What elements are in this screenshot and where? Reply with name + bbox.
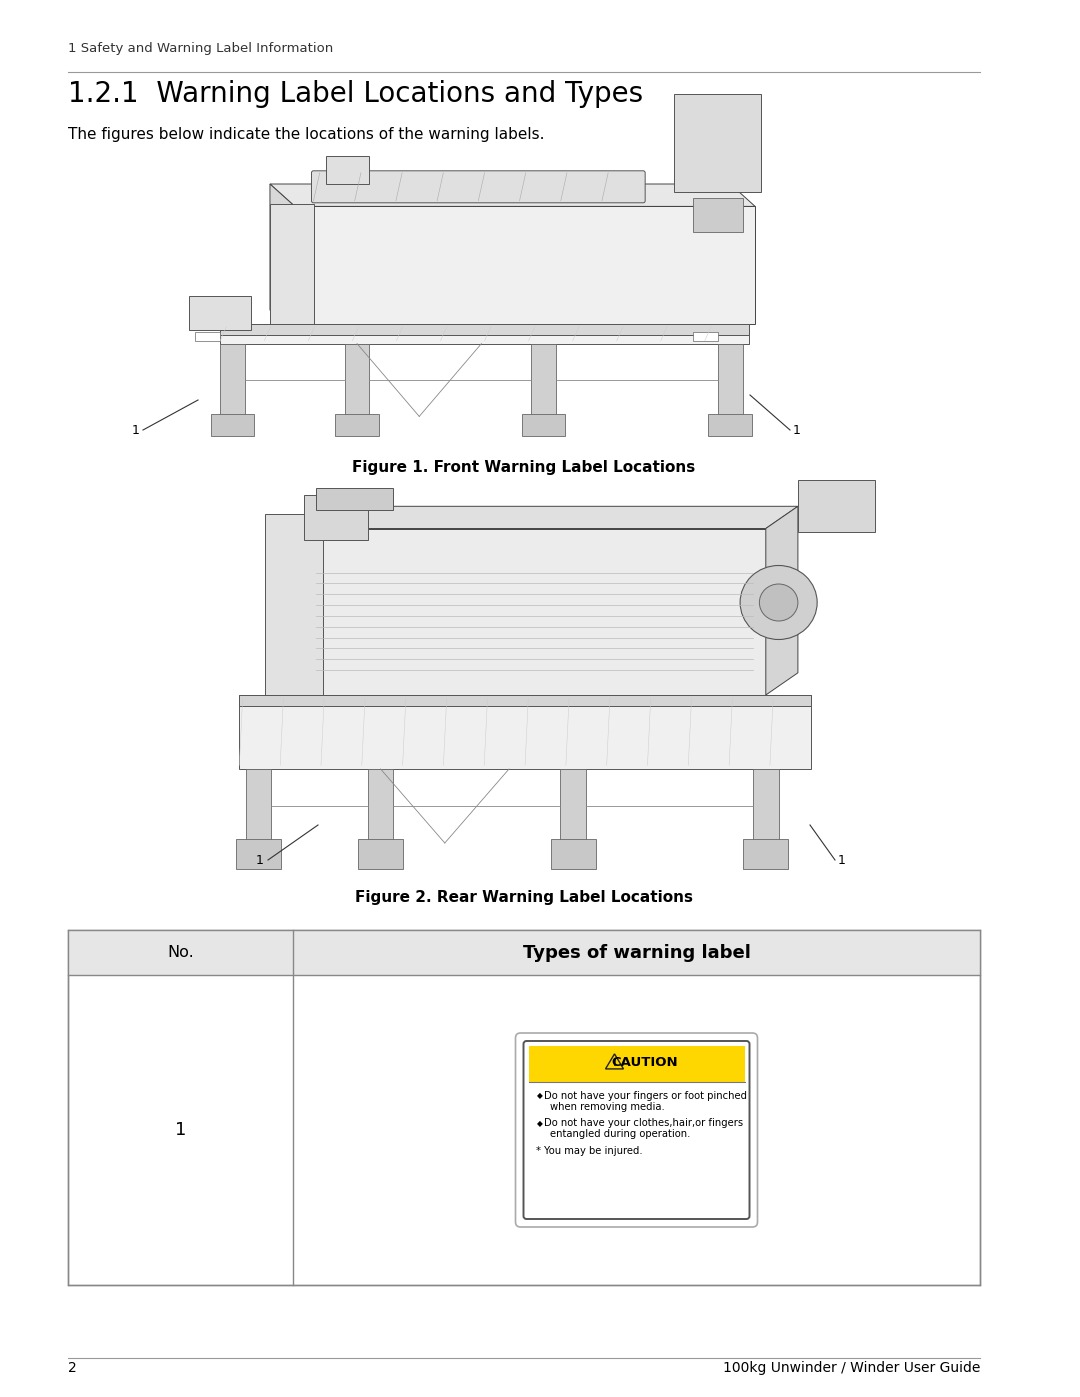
FancyBboxPatch shape (246, 768, 271, 842)
FancyBboxPatch shape (270, 204, 313, 338)
FancyBboxPatch shape (693, 198, 743, 232)
FancyBboxPatch shape (528, 1046, 744, 1081)
Ellipse shape (740, 566, 818, 640)
Text: 1.2.1  Warning Label Locations and Types: 1.2.1 Warning Label Locations and Types (68, 80, 643, 108)
Text: 1: 1 (838, 854, 846, 868)
Polygon shape (606, 1053, 623, 1069)
FancyBboxPatch shape (220, 324, 748, 344)
Text: when removing media.: when removing media. (551, 1102, 665, 1112)
FancyBboxPatch shape (316, 488, 393, 510)
FancyBboxPatch shape (303, 495, 368, 539)
Text: CAUTION: CAUTION (611, 1056, 678, 1070)
Text: Do not have your fingers or foot pinched: Do not have your fingers or foot pinched (544, 1091, 747, 1101)
Text: 1: 1 (256, 854, 264, 868)
Text: Do not have your clothes,hair,or fingers: Do not have your clothes,hair,or fingers (544, 1119, 744, 1129)
Text: ◆: ◆ (537, 1091, 542, 1101)
FancyBboxPatch shape (718, 344, 743, 416)
FancyBboxPatch shape (753, 768, 779, 842)
Text: 2: 2 (68, 1361, 77, 1375)
FancyBboxPatch shape (515, 1032, 757, 1227)
FancyBboxPatch shape (311, 170, 645, 203)
Text: ◆: ◆ (537, 1119, 542, 1127)
Text: 1: 1 (175, 1120, 186, 1139)
FancyBboxPatch shape (708, 414, 752, 436)
Text: Types of warning label: Types of warning label (523, 943, 751, 961)
Text: 100kg Unwinder / Winder User Guide: 100kg Unwinder / Winder User Guide (723, 1361, 980, 1375)
FancyBboxPatch shape (674, 95, 761, 193)
FancyBboxPatch shape (345, 344, 369, 416)
Text: Figure 2. Rear Warning Label Locations: Figure 2. Rear Warning Label Locations (355, 890, 693, 905)
Text: Figure 1. Front Warning Label Locations: Figure 1. Front Warning Label Locations (352, 460, 696, 475)
Text: 1 Safety and Warning Label Information: 1 Safety and Warning Label Information (68, 42, 334, 54)
FancyBboxPatch shape (240, 694, 811, 768)
Polygon shape (270, 184, 295, 324)
FancyBboxPatch shape (743, 840, 788, 869)
Text: 1: 1 (132, 425, 140, 437)
FancyBboxPatch shape (335, 414, 379, 436)
Text: No.: No. (167, 944, 194, 960)
FancyBboxPatch shape (220, 324, 748, 335)
Text: 1: 1 (793, 425, 801, 437)
Text: !: ! (612, 1059, 617, 1069)
Text: * You may be injured.: * You may be injured. (537, 1146, 643, 1155)
Polygon shape (270, 184, 755, 207)
FancyBboxPatch shape (531, 344, 556, 416)
Text: The figures below indicate the locations of the warning labels.: The figures below indicate the locations… (68, 127, 544, 142)
FancyBboxPatch shape (326, 156, 369, 184)
FancyBboxPatch shape (265, 514, 323, 694)
Polygon shape (295, 207, 755, 324)
FancyBboxPatch shape (561, 768, 586, 842)
FancyBboxPatch shape (551, 840, 596, 869)
FancyBboxPatch shape (240, 694, 811, 705)
FancyBboxPatch shape (211, 414, 255, 436)
FancyBboxPatch shape (189, 296, 252, 330)
FancyBboxPatch shape (524, 1041, 750, 1220)
FancyBboxPatch shape (220, 344, 245, 416)
FancyBboxPatch shape (68, 930, 980, 1285)
Polygon shape (766, 506, 798, 694)
FancyBboxPatch shape (359, 840, 403, 869)
Polygon shape (303, 506, 798, 528)
Ellipse shape (759, 584, 798, 622)
FancyBboxPatch shape (195, 332, 220, 341)
FancyBboxPatch shape (693, 332, 718, 341)
Polygon shape (303, 528, 766, 694)
FancyBboxPatch shape (68, 930, 980, 975)
FancyBboxPatch shape (522, 414, 566, 436)
FancyBboxPatch shape (237, 840, 281, 869)
FancyBboxPatch shape (798, 481, 875, 532)
FancyBboxPatch shape (368, 768, 393, 842)
Text: entangled during operation.: entangled during operation. (551, 1129, 691, 1140)
